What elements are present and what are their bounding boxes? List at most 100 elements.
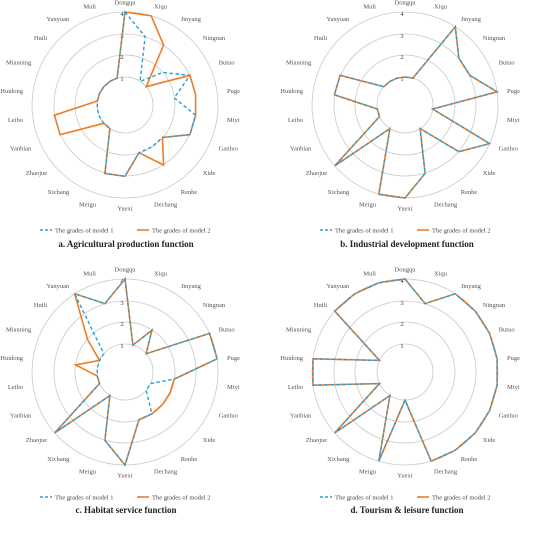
category-label: Yanbian bbox=[10, 145, 32, 152]
category-label: Xiqu bbox=[434, 4, 448, 11]
category-label: Miyi bbox=[227, 117, 240, 124]
category-label: Jinyang bbox=[181, 16, 202, 23]
category-label: Yanyuan bbox=[326, 283, 350, 290]
category-label: Renhe bbox=[181, 456, 198, 463]
grid-ring bbox=[96, 343, 154, 401]
panel-title: c. Habitat service function bbox=[76, 505, 177, 515]
category-label: Xide bbox=[483, 437, 496, 444]
category-label: Zhaojue bbox=[26, 437, 47, 444]
category-label: Ningnan bbox=[483, 35, 506, 42]
category-label: Mianning bbox=[6, 60, 32, 67]
tick-label: 2 bbox=[400, 321, 403, 328]
category-label: Dongqu bbox=[395, 267, 417, 274]
category-label: Butuo bbox=[219, 327, 235, 334]
legend-label-model-1: The grades of model 1 bbox=[335, 494, 393, 501]
category-label: Xichang bbox=[327, 456, 350, 463]
category-label: Yanbian bbox=[10, 412, 32, 419]
category-label: Butuo bbox=[499, 60, 515, 67]
panel-title: a. Agricultural production function bbox=[58, 239, 193, 249]
category-label: Leibo bbox=[288, 384, 303, 391]
category-label: Dongqu bbox=[115, 267, 137, 274]
category-label: Dechang bbox=[154, 201, 178, 208]
category-label: Huili bbox=[34, 302, 48, 309]
category-label: Meigu bbox=[359, 468, 377, 475]
panel-title: b. Industrial development function bbox=[340, 239, 474, 249]
category-label: Renhe bbox=[461, 456, 478, 463]
series-line-model-2 bbox=[333, 24, 500, 199]
category-label: Miyi bbox=[507, 117, 520, 124]
category-label: Ganluo bbox=[219, 412, 238, 419]
tick-label: 4 bbox=[400, 278, 404, 285]
category-label: Huidong bbox=[280, 88, 304, 95]
category-label: Muli bbox=[83, 4, 96, 11]
category-label: Jinyang bbox=[181, 283, 202, 290]
category-label: Butuo bbox=[219, 60, 235, 67]
tick-label: 1 bbox=[120, 76, 123, 83]
radar-panel-3: 1234DongquXiquJinyangNingnanButuoPugeMiy… bbox=[0, 267, 240, 516]
category-label: Zhaojue bbox=[306, 437, 327, 444]
tick-label: 3 bbox=[400, 300, 403, 307]
series-line-model-2 bbox=[53, 11, 197, 178]
radar-panel-4: 1 2 3 4 Dongqu Xiqu Jinyang Ningnan Butuo Puge Miy… bbox=[280, 267, 520, 516]
category-label: Huili bbox=[314, 35, 328, 42]
legend-label-model-1: The grades of model 1 bbox=[55, 494, 113, 501]
category-label: Yuexi bbox=[117, 473, 132, 480]
category-label: Yanbian bbox=[290, 412, 312, 419]
category-label: Mianning bbox=[286, 60, 312, 67]
category-label: Puge bbox=[507, 355, 520, 362]
legend-label-model-2: The grades of model 2 bbox=[152, 227, 210, 234]
category-label: Jinyang bbox=[461, 16, 482, 23]
category-label: Ganluo bbox=[499, 412, 518, 419]
category-label: Yanbian bbox=[290, 145, 312, 152]
category-label: Ganluo bbox=[219, 145, 238, 152]
series-line-model-1 bbox=[96, 10, 197, 178]
category-label: Leibo bbox=[8, 117, 23, 124]
category-label: Huidong bbox=[0, 355, 24, 362]
tick-label: 1 bbox=[120, 343, 123, 350]
tick-label: 4 bbox=[120, 11, 124, 18]
grid-ring bbox=[74, 321, 176, 423]
grid-ring bbox=[311, 11, 499, 199]
category-label: Muli bbox=[363, 271, 376, 278]
category-label: Mianning bbox=[286, 327, 312, 334]
category-label: Zhaojue bbox=[26, 170, 47, 177]
category-label: Xiqu bbox=[434, 271, 448, 278]
radar-panel-1: 1234DongquXiquJinyangNingnanButuoPugeMiy… bbox=[0, 0, 240, 249]
category-label: Xide bbox=[203, 170, 216, 177]
grid-ring bbox=[74, 54, 176, 156]
category-label: Yuexi bbox=[397, 473, 412, 480]
category-label: Yanyuan bbox=[326, 16, 350, 23]
tick-label: 4 bbox=[400, 11, 404, 18]
series-line-model-1 bbox=[54, 277, 218, 467]
tick-label: 2 bbox=[120, 321, 123, 328]
panel-title: d. Tourism & leisure function bbox=[350, 505, 463, 515]
grid-ring bbox=[333, 300, 477, 444]
legend-label-model-1: The grades of model 1 bbox=[335, 227, 393, 234]
category-label: Jinyang bbox=[461, 283, 482, 290]
tick-label: 2 bbox=[400, 54, 403, 61]
category-label: Muli bbox=[83, 271, 96, 278]
category-label: Muli bbox=[363, 4, 376, 11]
category-label: Ganluo bbox=[499, 145, 518, 152]
category-label: Leibo bbox=[288, 117, 303, 124]
category-label: Leibo bbox=[8, 384, 23, 391]
category-label: Xide bbox=[203, 437, 216, 444]
radar-panel-2: 1 2 3 4 Dongqu Xiqu Jinyang Ningnan Butuo Puge Miy… bbox=[280, 0, 520, 249]
category-label: Meigu bbox=[79, 201, 97, 208]
category-label: Meigu bbox=[79, 468, 97, 475]
category-label: Renhe bbox=[181, 189, 198, 196]
grid-ring bbox=[53, 300, 197, 444]
category-label: Xide bbox=[483, 170, 496, 177]
category-label: Ningnan bbox=[203, 302, 226, 309]
category-label: Mianning bbox=[6, 327, 32, 334]
series-line-model-1 bbox=[333, 25, 499, 199]
category-label: Meigu bbox=[359, 201, 377, 208]
category-label: Xichang bbox=[47, 456, 70, 463]
legend-label-model-2: The grades of model 2 bbox=[432, 227, 490, 234]
legend-label-model-2: The grades of model 2 bbox=[432, 494, 490, 501]
grid-ring bbox=[354, 321, 456, 423]
tick-label: 3 bbox=[400, 33, 403, 40]
category-label: Yanyuan bbox=[46, 283, 70, 290]
category-label: Dechang bbox=[154, 468, 178, 475]
